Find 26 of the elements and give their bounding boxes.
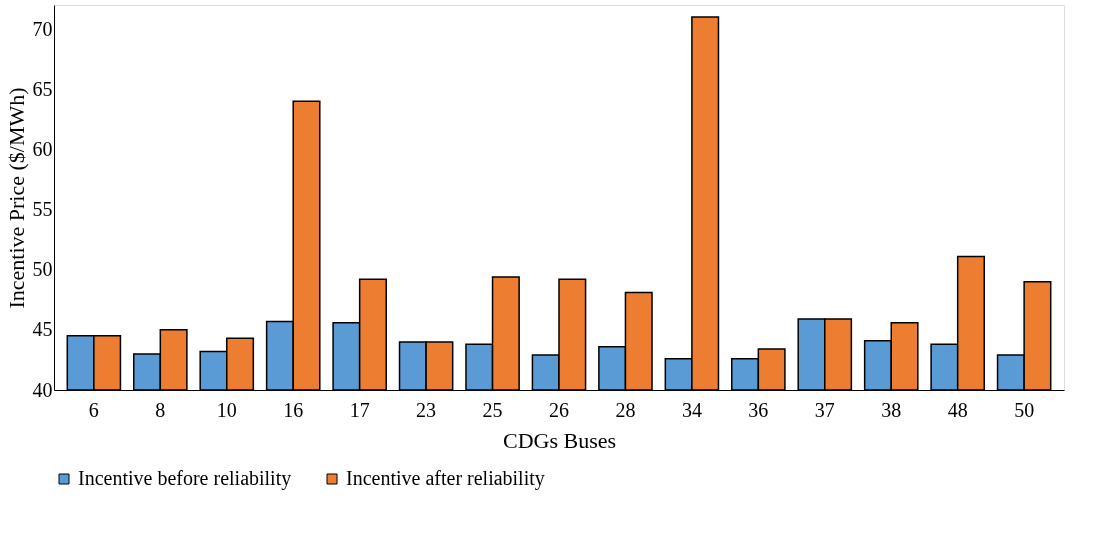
y-tick-label: 45 <box>32 318 53 341</box>
y-tick-label: 55 <box>32 198 53 221</box>
x-tick-label: 48 <box>947 398 968 421</box>
x-tick-label: 28 <box>615 398 636 421</box>
y-tick-label: 60 <box>32 137 53 160</box>
legend-label: Incentive before reliability <box>78 467 292 490</box>
x-tick-label: 38 <box>881 398 902 421</box>
legend-label: Incentive after reliability <box>346 467 545 490</box>
x-tick-label: 16 <box>283 398 304 421</box>
y-axis-title: Incentive Price ($/MWh) <box>3 87 29 309</box>
x-tick-label: 36 <box>748 398 769 421</box>
x-tick-label: 17 <box>349 398 370 421</box>
x-tick-label: 6 <box>88 398 99 421</box>
x-tick-label: 10 <box>216 398 237 421</box>
y-tick-label: 40 <box>32 378 53 401</box>
x-axis-title: CDGs Buses <box>502 427 617 453</box>
x-tick-label: 23 <box>416 398 437 421</box>
y-tick-label: 65 <box>32 77 53 100</box>
x-tick-label: 34 <box>681 398 702 421</box>
x-tick-label: 8 <box>155 398 166 421</box>
y-tick-label: 70 <box>32 17 53 40</box>
x-tick-label: 26 <box>549 398 569 421</box>
x-tick-label: 25 <box>482 398 503 421</box>
y-tick-label: 50 <box>32 258 53 281</box>
x-tick-label: 50 <box>1014 398 1035 421</box>
x-tick-label: 37 <box>814 398 835 421</box>
